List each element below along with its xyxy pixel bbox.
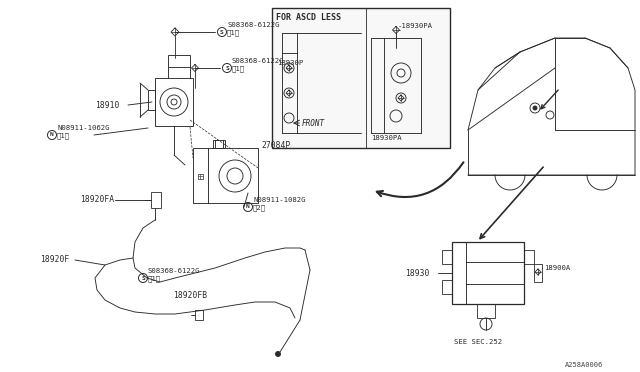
Text: A258A0006: A258A0006	[565, 362, 604, 368]
Text: 18920FB: 18920FB	[173, 291, 207, 299]
Bar	[477, 304, 495, 318]
Text: N: N	[246, 205, 250, 209]
Bar	[155, 78, 193, 126]
Text: N08911-1082G
（2）: N08911-1082G （2）	[253, 197, 305, 211]
Text: S: S	[220, 29, 224, 35]
Text: N: N	[50, 132, 54, 138]
Text: 18930P: 18930P	[277, 60, 303, 66]
Text: FOR ASCD LESS: FOR ASCD LESS	[276, 13, 341, 22]
Text: 18910: 18910	[95, 100, 120, 109]
Bar	[193, 148, 258, 203]
Text: 18920FA: 18920FA	[80, 196, 114, 205]
Text: 18920F: 18920F	[40, 256, 69, 264]
Text: N08911-1062G
（1）: N08911-1062G （1）	[57, 125, 109, 139]
Bar	[442, 250, 452, 264]
Circle shape	[275, 352, 280, 356]
Text: FRONT: FRONT	[302, 119, 325, 128]
Bar	[452, 242, 524, 304]
Text: 18900A: 18900A	[544, 265, 570, 271]
Bar	[524, 250, 534, 264]
Text: S08368-6122G
（1）: S08368-6122G （1）	[232, 58, 285, 72]
Text: -18930PA: -18930PA	[398, 23, 433, 29]
Bar	[151, 192, 161, 208]
Bar	[195, 310, 203, 320]
Circle shape	[533, 106, 537, 110]
Text: S: S	[225, 65, 229, 71]
Text: SEE SEC.252: SEE SEC.252	[454, 339, 502, 345]
Text: 27084P: 27084P	[261, 141, 291, 150]
Bar	[442, 280, 452, 294]
Bar	[534, 264, 542, 282]
Bar	[272, 8, 450, 148]
Text: 18930: 18930	[405, 269, 429, 278]
Bar	[168, 55, 190, 67]
Text: S08368-6122G
（1）: S08368-6122G （1）	[148, 268, 200, 282]
Bar	[198, 173, 202, 179]
Bar	[148, 90, 155, 110]
Text: S08368-6122G
（1）: S08368-6122G （1）	[227, 22, 280, 36]
Text: S: S	[141, 276, 145, 280]
Text: 18930PA: 18930PA	[371, 135, 402, 141]
Bar	[213, 140, 225, 148]
